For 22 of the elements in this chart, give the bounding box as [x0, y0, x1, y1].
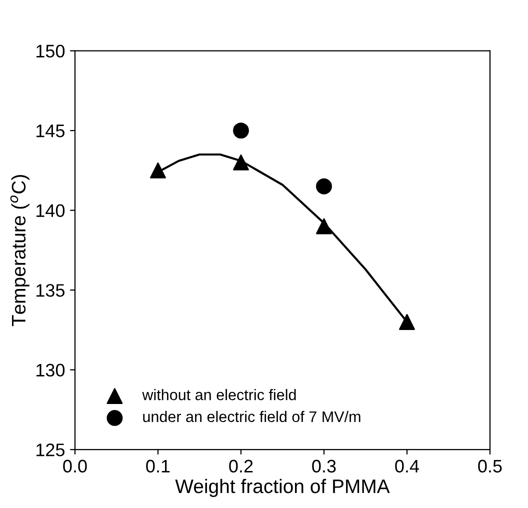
- point: [233, 122, 249, 139]
- point: [150, 162, 166, 178]
- legend-label: under an electric field of 7 MV/m: [143, 410, 360, 422]
- y-tick-label: 145: [36, 124, 64, 138]
- y-tick-label: 125: [36, 444, 64, 456]
- x-tick-label: 0.1: [146, 460, 170, 473]
- point: [399, 314, 415, 330]
- y-tick-label: 140: [36, 204, 65, 218]
- y-axis-title: Temperature ($^{o}$C): [10, 175, 30, 326]
- x-tick-label: 0.2: [229, 460, 253, 473]
- point: [233, 154, 249, 170]
- point: [316, 218, 332, 234]
- x-tick-label: 0.5: [478, 460, 502, 473]
- x-tick-label: 0.3: [312, 460, 336, 473]
- legend-label: without an electric field: [142, 389, 296, 400]
- x-axis-title: Weight fraction of PMMA: [175, 478, 390, 498]
- y-tick-label: 130: [36, 364, 65, 377]
- y-tick-label: 135: [36, 284, 64, 297]
- x-tick-label: 0.4: [395, 460, 420, 473]
- y-tick-label: 150: [36, 44, 65, 58]
- point: [316, 178, 332, 194]
- x-tick-label: 0.0: [63, 460, 87, 473]
